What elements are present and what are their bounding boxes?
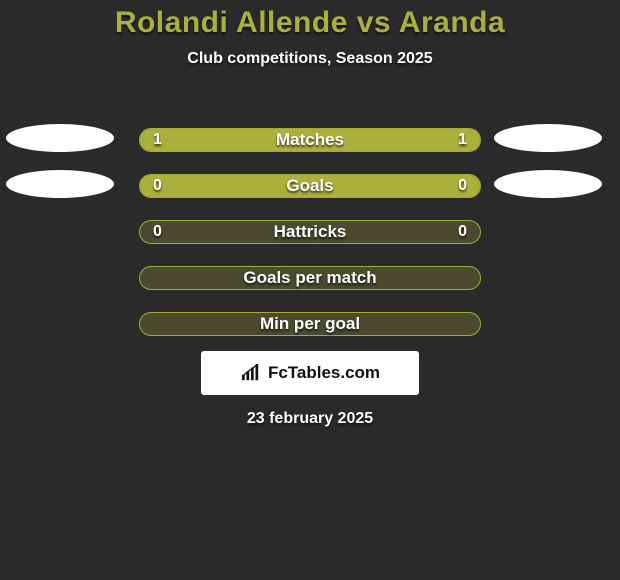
stat-row: Min per goal [0,302,620,348]
bar-chart-icon [240,364,262,382]
stat-row: Goals per match [0,256,620,302]
stats-card: Rolandi Allende vs Aranda Club competiti… [0,0,620,580]
stat-rows: Matches11Goals00Hattricks00Goals per mat… [0,118,620,348]
stat-bar [139,128,481,152]
stat-value-right: 0 [458,174,467,198]
stat-bar [139,220,481,244]
logo-card[interactable]: FcTables.com [201,351,419,395]
stat-bar [139,312,481,336]
page-title: Rolandi Allende vs Aranda [0,0,620,40]
stat-bar [139,174,481,198]
bar-fill-left [140,175,480,197]
subtitle: Club competitions, Season 2025 [0,50,620,68]
decorative-oval [494,124,602,152]
date-label: 23 february 2025 [0,410,620,428]
logo-text: FcTables.com [268,363,380,383]
decorative-oval [494,170,602,198]
decorative-oval [6,124,114,152]
stat-row: Hattricks00 [0,210,620,256]
stat-value-right: 1 [458,128,467,152]
stat-value-left: 0 [153,220,162,244]
bar-fill-right [310,129,480,151]
bar-fill-left [140,129,310,151]
decorative-oval [6,170,114,198]
stat-value-left: 0 [153,174,162,198]
stat-value-left: 1 [153,128,162,152]
stat-bar [139,266,481,290]
stat-value-right: 0 [458,220,467,244]
